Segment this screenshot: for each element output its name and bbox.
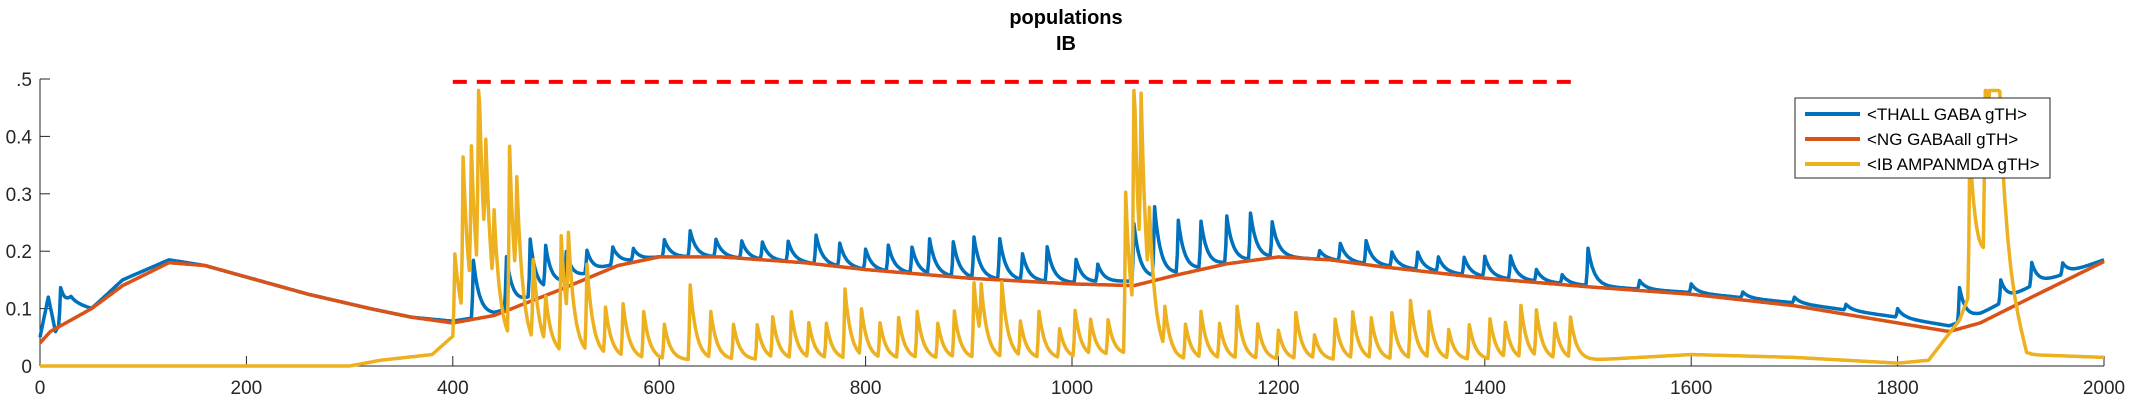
- x-tick-label: 1200: [1257, 378, 1299, 399]
- x-tick-label: 1400: [1464, 378, 1506, 399]
- y-axis: 0 0.1 0.2 0.3 0.4 .5: [6, 70, 50, 378]
- x-tick-label: 2000: [2083, 378, 2125, 399]
- chart-subtitle: IB: [1056, 33, 1076, 55]
- y-tick-label: .5: [16, 70, 32, 91]
- x-tick-label: 600: [643, 378, 675, 399]
- plot-area: [39, 79, 2104, 367]
- series-ib-ampanmda: [39, 88, 2105, 368]
- chart-title: populations: [1009, 7, 1122, 29]
- x-tick-label: 400: [437, 378, 469, 399]
- legend-label-ng: <NG GABAall gTH>: [1867, 130, 2018, 149]
- x-tick-label: 1600: [1670, 378, 1712, 399]
- x-tick-label: 1800: [1876, 378, 1918, 399]
- y-tick-label: 0.2: [6, 242, 32, 263]
- legend: <THALL GABA gTH> <NG GABAall gTH> <IB AM…: [1794, 97, 2051, 179]
- legend-label-ib: <IB AMPANMDA gTH>: [1867, 155, 2040, 174]
- series-layer: [38, 88, 2105, 368]
- y-tick-label: 0.1: [6, 300, 32, 321]
- x-tick-label: 200: [231, 378, 263, 399]
- y-tick-label: 0.3: [6, 185, 32, 206]
- series-ng-gabaall: [38, 255, 2105, 345]
- legend-label-thall: <THALL GABA gTH>: [1867, 105, 2027, 124]
- y-tick-label: 0: [21, 357, 32, 378]
- y-tick-label: 0.4: [6, 127, 33, 148]
- x-tick-label: 1000: [1051, 378, 1093, 399]
- x-tick-label: 0: [35, 378, 46, 399]
- series-thall-gaba: [38, 204, 2105, 338]
- x-axis: 0 200 400 600 800 1000 1200 1400 1600 1800 2000: [35, 356, 2125, 399]
- x-tick-label: 800: [850, 378, 882, 399]
